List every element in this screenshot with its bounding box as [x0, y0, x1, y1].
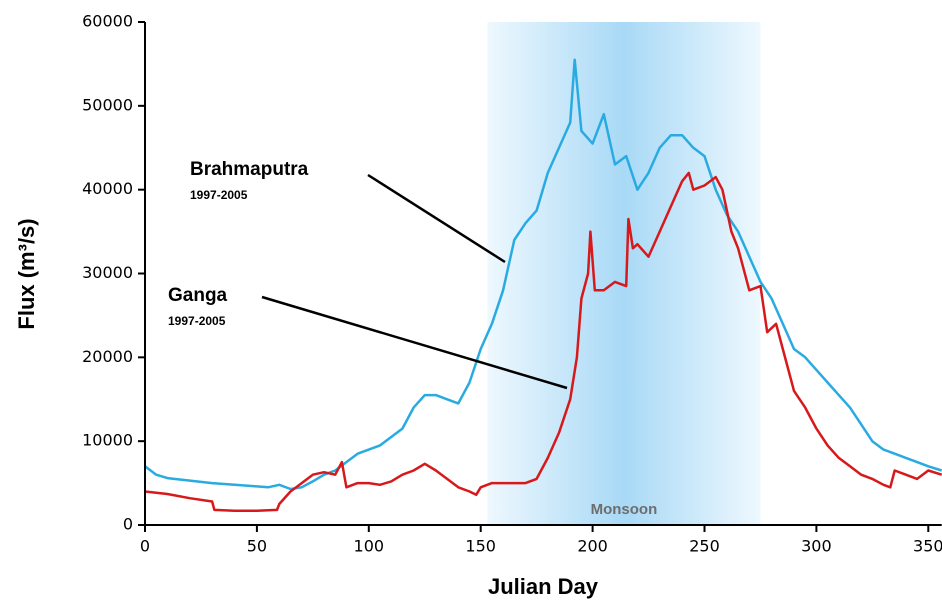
x-tick-label: 0 — [140, 537, 150, 556]
y-axis-title: Flux (m³/s) — [14, 218, 39, 329]
y-tick-label: 50000 — [82, 95, 133, 114]
y-tick-label: 0 — [123, 515, 133, 534]
y-tick-label: 60000 — [82, 12, 133, 31]
annotation: Ganga — [168, 285, 228, 306]
x-tick-label: 50 — [247, 537, 267, 556]
annotation: 1997-2005 — [168, 314, 226, 328]
y-tick-label: 10000 — [82, 431, 133, 450]
y-tick-label: 20000 — [82, 347, 133, 366]
series-line — [144, 171, 942, 512]
x-tick-label: 350 — [913, 537, 942, 556]
leader-line — [367, 173, 506, 264]
y-tick-label: 40000 — [82, 179, 133, 198]
x-tick-label: 200 — [577, 537, 608, 556]
x-tick-label: 300 — [801, 537, 832, 556]
x-tick-label: 100 — [354, 537, 385, 556]
monsoon-band — [487, 22, 761, 525]
band-label: Monsoon — [591, 501, 658, 518]
x-tick-label: 250 — [689, 537, 720, 556]
annotation: 1997-2005 — [190, 188, 248, 202]
x-axis-title: Julian Day — [488, 574, 599, 599]
annotation: Brahmaputra — [190, 159, 309, 180]
series-line — [144, 58, 942, 491]
leader-line — [261, 295, 568, 390]
y-tick-label: 30000 — [82, 263, 133, 282]
x-tick-label: 150 — [465, 537, 496, 556]
